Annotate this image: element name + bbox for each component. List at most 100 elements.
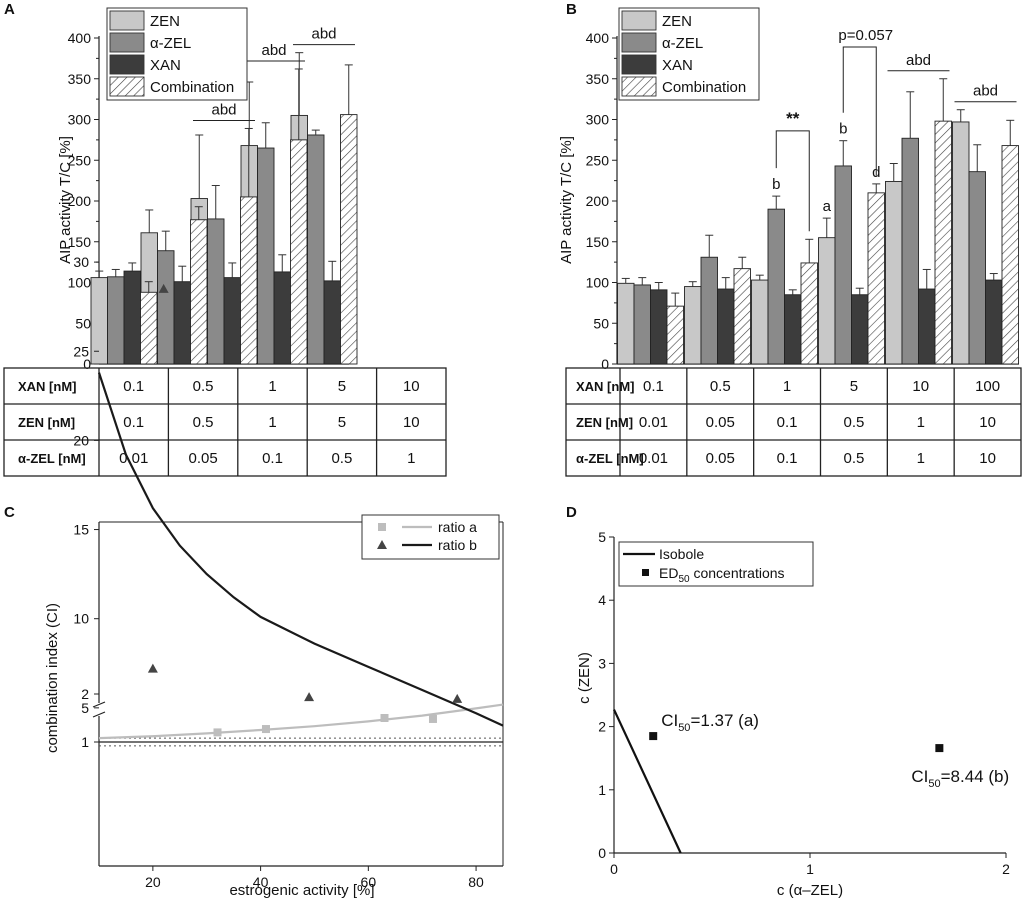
table-cell: 0.1 xyxy=(123,414,144,431)
table-row-label: α-ZEL [nM] xyxy=(18,451,86,466)
x-tick-label: 1 xyxy=(806,861,814,877)
ratio-a-point xyxy=(261,725,270,734)
ratio-b-point xyxy=(147,663,158,673)
y-tick-label: 200 xyxy=(586,193,610,209)
y-tick-label: 0 xyxy=(83,356,91,372)
y-tick-label: 300 xyxy=(586,112,610,128)
axis-break-mark xyxy=(92,701,106,708)
y-tick-label: 5 xyxy=(81,700,89,716)
y-tick-label: 400 xyxy=(586,30,610,46)
table-cell: 0.01 xyxy=(119,450,148,467)
panel-a-table: XAN [nM] 0.1 0.5 1 5 10 ZEN [nM] 0.1 0.5 1 5 10 α-ZE… xyxy=(3,367,447,477)
y-tick-label: 3 xyxy=(598,655,606,671)
legend-ed-rest: concentrations xyxy=(690,565,785,581)
legend-label-xan: XAN xyxy=(662,57,693,74)
y-tick-label: 25 xyxy=(73,343,89,359)
legend-label-combination: Combination xyxy=(662,79,746,96)
table-cell: 1 xyxy=(917,414,925,431)
legend-swatch-zen xyxy=(109,10,145,31)
bar-xan xyxy=(273,271,291,365)
ci50-label: CI50=8.44 (b) xyxy=(911,767,1009,790)
y-tick-label: 150 xyxy=(586,234,610,250)
bar-xan xyxy=(173,281,191,365)
y-tick-label: 2 xyxy=(598,719,606,735)
legend-swatch-azel xyxy=(621,32,657,53)
legend-label-azel: α-ZEL xyxy=(662,35,703,52)
y-tick-label: 1 xyxy=(81,734,89,750)
table-cell: 5 xyxy=(338,414,346,431)
bar-xan xyxy=(323,280,341,365)
bar-azel xyxy=(157,250,175,365)
bar-combination xyxy=(733,268,751,365)
table-cell: 0.1 xyxy=(123,378,144,395)
table-cell: 0.1 xyxy=(777,414,798,431)
bar-combination xyxy=(666,305,684,365)
bar-azel xyxy=(307,134,325,365)
legend-swatch-azel xyxy=(109,32,145,53)
x-tick-label: 2 xyxy=(1002,861,1010,877)
ci-prefix: CI xyxy=(911,767,928,786)
table-cell: 0.5 xyxy=(843,450,864,467)
ratio-b-point xyxy=(304,692,315,702)
legend-label-azel: α-ZEL xyxy=(150,35,191,52)
y-tick-label: 300 xyxy=(68,112,92,128)
bar-combination xyxy=(867,192,885,365)
y-tick-label: 2 xyxy=(81,686,89,702)
table-cell: 0.01 xyxy=(639,450,668,467)
table-row-label: XAN [nM] xyxy=(576,379,635,394)
legend-swatch-xan xyxy=(109,54,145,75)
table-cell: 1 xyxy=(917,450,925,467)
panel-letter-d: D xyxy=(566,504,577,521)
legend-ed-prefix: ED xyxy=(659,565,678,581)
bar-azel xyxy=(257,147,275,365)
table-cell: 0.05 xyxy=(188,450,217,467)
legend-isobole-label: Isobole xyxy=(659,546,704,562)
significance-label: ** xyxy=(786,109,800,128)
ratio-b-point xyxy=(158,283,169,293)
bar-azel xyxy=(700,256,718,365)
y-tick-label: 100 xyxy=(586,275,610,291)
panel-letter-b: B xyxy=(566,1,577,18)
panel-b-ylabel: AIP activity T/C [%] xyxy=(558,136,575,264)
bar-azel xyxy=(633,284,651,365)
legend-swatch-zen xyxy=(621,10,657,31)
bar-combination xyxy=(934,120,952,365)
bar-combination xyxy=(800,262,818,365)
table-cell: 5 xyxy=(850,378,858,395)
ci-subscript: 50 xyxy=(678,722,690,734)
panel-letter-a: A xyxy=(4,1,15,18)
x-tick-label: 80 xyxy=(468,874,484,890)
bar-azel xyxy=(901,137,919,365)
table-cell: 0.1 xyxy=(643,378,664,395)
y-tick-label: 0 xyxy=(598,845,606,861)
panel-letter-c: C xyxy=(4,504,15,521)
y-tick-label: 0 xyxy=(601,356,609,372)
ratio-a-point xyxy=(213,728,222,737)
table-cell: 100 xyxy=(975,378,1000,395)
annotation-label: abd xyxy=(311,26,336,43)
legend-label-zen: ZEN xyxy=(150,13,180,30)
bar-xan xyxy=(985,279,1003,365)
y-tick-label: 350 xyxy=(586,71,610,87)
table-border xyxy=(565,367,1022,477)
panel-a-chart: 0 50 100 150 200 250 300 350 400 abd abd abd ZEN α-ZE… xyxy=(68,7,358,372)
significance-letter: b xyxy=(772,176,780,193)
bar-combination xyxy=(140,291,158,365)
bar-combination xyxy=(1001,145,1019,365)
bar-xan xyxy=(123,270,141,365)
y-tick-label: 250 xyxy=(586,152,610,168)
ci50-label: CI50=1.37 (a) xyxy=(661,711,759,734)
legend-swatch-xan xyxy=(621,54,657,75)
bar-azel xyxy=(834,165,852,365)
legend-ratio-b-marker xyxy=(377,540,387,549)
significance-letter: b xyxy=(839,121,847,138)
ratio-a-curve xyxy=(98,703,504,740)
table-border xyxy=(3,367,447,477)
annotation-label: abd xyxy=(211,101,236,118)
table-cell: 10 xyxy=(979,450,996,467)
panel-b-table: XAN [nM] 0.1 0.5 1 5 10 100 ZEN [nM] 0.01 0.05 0.1… xyxy=(565,367,1022,477)
table-cell: 10 xyxy=(403,414,420,431)
table-cell: 0.01 xyxy=(639,414,668,431)
